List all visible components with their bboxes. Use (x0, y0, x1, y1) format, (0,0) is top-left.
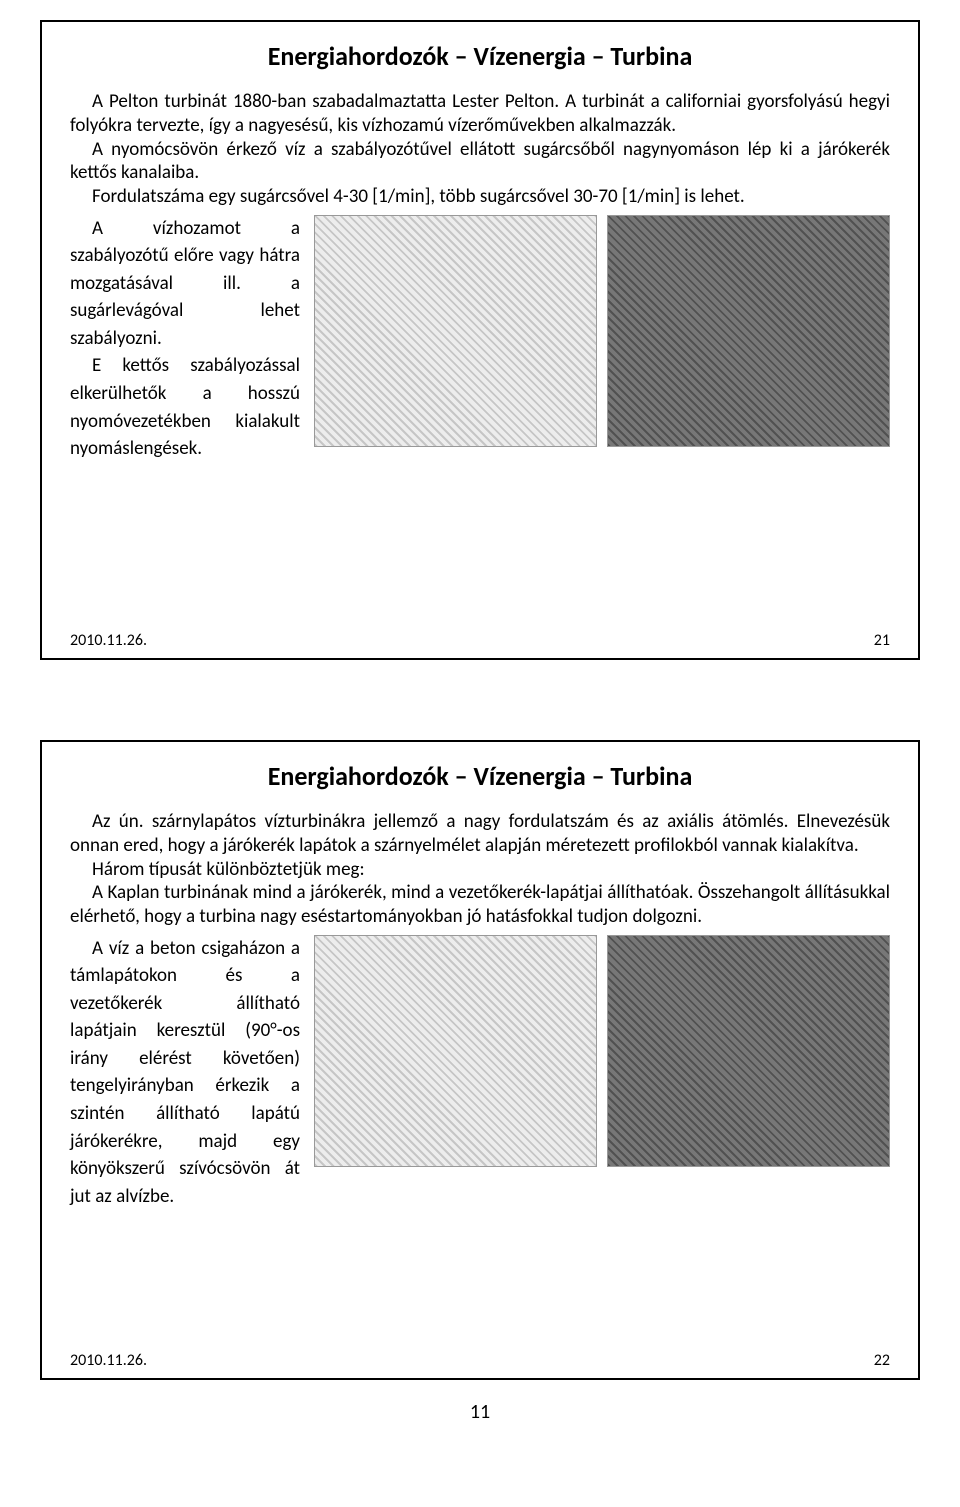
slide-1-two-col: A vízhozamot a szabályozótű előre vagy h… (70, 215, 890, 463)
page-number: 11 (40, 1400, 920, 1424)
slide-2: Energiahordozók – Vízenergia – Turbina A… (40, 740, 920, 1380)
slide-2-para-4: A víz a beton csigaházon a támlapátokon … (70, 935, 300, 1210)
slide-2-footer-date: 2010.11.26. (70, 1351, 147, 1370)
slide-2-para-1: Az ún. szárnylapátos vízturbinákra jelle… (70, 810, 890, 858)
slide-1-para-5: E kettős szabályozással elkerülhetők a h… (70, 352, 300, 462)
slide-2-para-3: A Kaplan turbinának mind a járókerék, mi… (70, 881, 890, 929)
slide-1-right-col (314, 215, 890, 463)
kaplan-diagram-image (314, 935, 597, 1167)
slide-1-para-2: A nyomócsövön érkező víz a szabályozótűv… (70, 138, 890, 186)
slide-1-footer-date: 2010.11.26. (70, 631, 147, 650)
page: Energiahordozók – Vízenergia – Turbina A… (0, 0, 960, 1454)
slide-2-footer-num: 22 (874, 1351, 890, 1370)
image-placeholder-icon (608, 936, 889, 1166)
slide-1-body: A Pelton turbinát 1880-ban szabadalmazta… (70, 90, 890, 463)
slide-2-two-col: A víz a beton csigaházon a támlapátokon … (70, 935, 890, 1210)
slide-1-footer-num: 21 (874, 631, 890, 650)
slide-2-title: Energiahordozók – Vízenergia – Turbina (70, 760, 890, 792)
kaplan-photo-image (607, 935, 890, 1167)
slide-1-para-3: Fordulatszáma egy sugárcsővel 4-30 [1/mi… (70, 185, 890, 209)
slide-gap (40, 660, 920, 740)
image-placeholder-icon (315, 216, 596, 446)
slide-2-body: Az ún. szárnylapátos vízturbinákra jelle… (70, 810, 890, 1210)
image-placeholder-icon (608, 216, 889, 446)
slide-2-right-col (314, 935, 890, 1210)
slide-1-footer: 2010.11.26. 21 (70, 631, 890, 650)
slide-2-footer: 2010.11.26. 22 (70, 1351, 890, 1370)
slide-1-para-1: A Pelton turbinát 1880-ban szabadalmazta… (70, 90, 890, 138)
slide-1-para-4: A vízhozamot a szabályozótű előre vagy h… (70, 215, 300, 353)
pelton-photo-image (607, 215, 890, 447)
slide-1-title: Energiahordozók – Vízenergia – Turbina (70, 40, 890, 72)
image-placeholder-icon (315, 936, 596, 1166)
slide-1-left-col: A vízhozamot a szabályozótű előre vagy h… (70, 215, 300, 463)
slide-2-para-2: Három típusát különböztetjük meg: (70, 858, 890, 882)
slide-1: Energiahordozók – Vízenergia – Turbina A… (40, 20, 920, 660)
pelton-diagram-image (314, 215, 597, 447)
slide-2-left-col: A víz a beton csigaházon a támlapátokon … (70, 935, 300, 1210)
